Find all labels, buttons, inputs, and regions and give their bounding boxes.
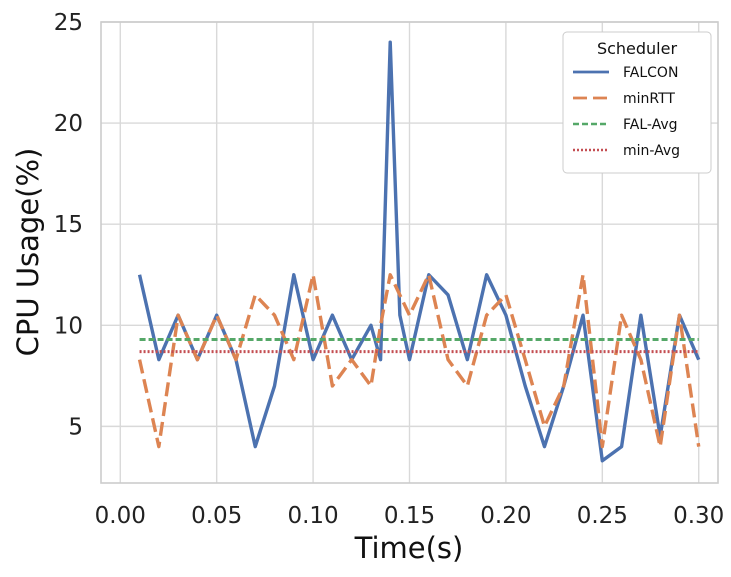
- legend-label: minRTT: [623, 91, 675, 107]
- legend-label: FALCON: [623, 65, 678, 81]
- legend-title: Scheduler: [597, 39, 678, 58]
- y-tick-label: 20: [54, 111, 83, 137]
- x-tick-label: 0.15: [384, 503, 435, 529]
- y-tick-labels: 5 10 15 20 25: [54, 10, 83, 440]
- x-tick-label: 0.25: [577, 503, 628, 529]
- series-line-minrtt: [137, 273, 701, 449]
- x-tick-label: 0.20: [480, 503, 531, 529]
- x-tick-label: 0.10: [287, 503, 338, 529]
- legend-box: [562, 31, 712, 174]
- legend-items: FALCON minRTT FAL-Avg min-Avg: [573, 65, 680, 159]
- y-axis-label: CPU Usage(%): [11, 148, 45, 357]
- series-line-falcon: [137, 40, 701, 463]
- x-tick-labels: 0.00 0.05 0.10 0.15 0.20 0.25 0.30: [95, 503, 725, 529]
- plot-frame: [100, 21, 719, 484]
- y-tick-label: 5: [68, 414, 83, 440]
- legend-label: min-Avg: [623, 143, 680, 159]
- y-tick-label: 10: [54, 313, 83, 339]
- x-axis-label: Time(s): [354, 531, 464, 565]
- y-tick-label: 15: [54, 212, 83, 238]
- legend: Scheduler FALCON minRTT FAL-Avg min-Avg: [562, 31, 712, 174]
- y-tick-label: 25: [54, 10, 83, 36]
- legend-label: FAL-Avg: [623, 117, 678, 133]
- x-tick-label: 0.30: [673, 503, 724, 529]
- x-tick-label: 0.00: [95, 503, 146, 529]
- series-layer: [137, 40, 701, 463]
- x-tick-label: 0.05: [191, 503, 242, 529]
